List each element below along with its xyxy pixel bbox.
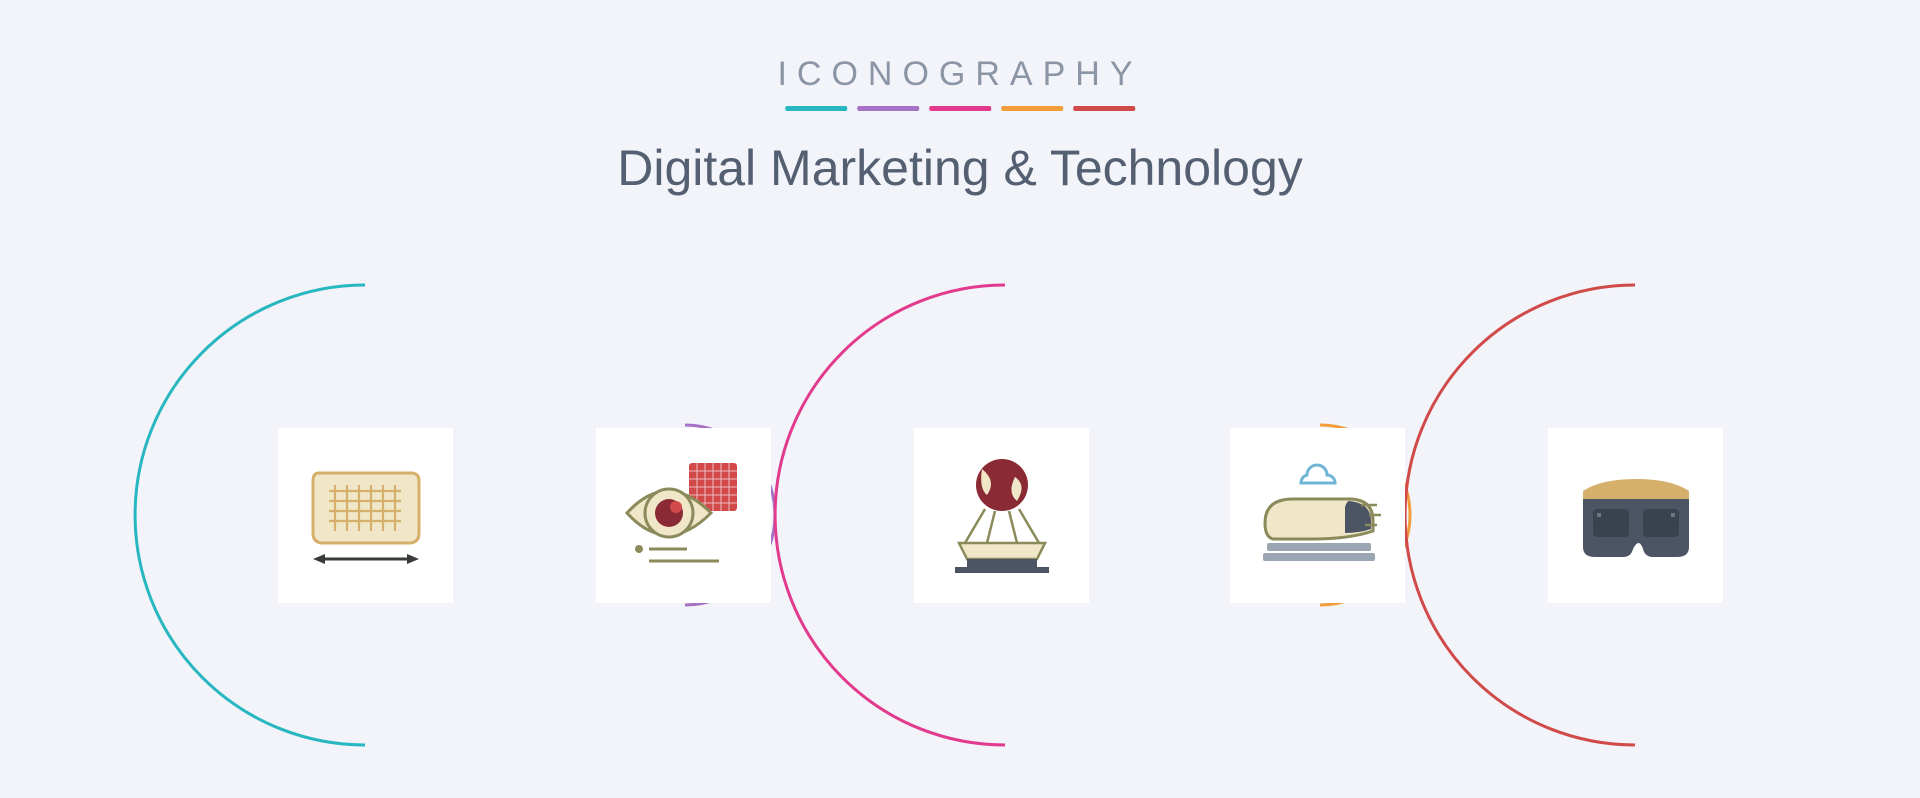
- underline-seg: [857, 106, 919, 111]
- icon-tile: [596, 428, 771, 603]
- underline-seg: [1073, 106, 1135, 111]
- icon-tile: [914, 428, 1089, 603]
- vr-glasses-icon: [1571, 451, 1701, 581]
- icon-tile: [1230, 428, 1405, 603]
- underline-seg: [929, 106, 991, 111]
- cloud-train-icon: [1253, 451, 1383, 581]
- eye-tracking-icon: [619, 451, 749, 581]
- header: ICONOGRAPHY Digital Marketing & Technolo…: [617, 55, 1303, 197]
- underline-seg: [1001, 106, 1063, 111]
- icon-tile: [278, 428, 453, 603]
- icon-tile: [1548, 428, 1723, 603]
- grid-ruler-icon: [301, 451, 431, 581]
- underline-seg: [785, 106, 847, 111]
- brand-underline: [617, 106, 1303, 111]
- hologram-globe-icon: [937, 451, 1067, 581]
- brand-label: ICONOGRAPHY: [617, 55, 1303, 94]
- page-title: Digital Marketing & Technology: [617, 139, 1303, 197]
